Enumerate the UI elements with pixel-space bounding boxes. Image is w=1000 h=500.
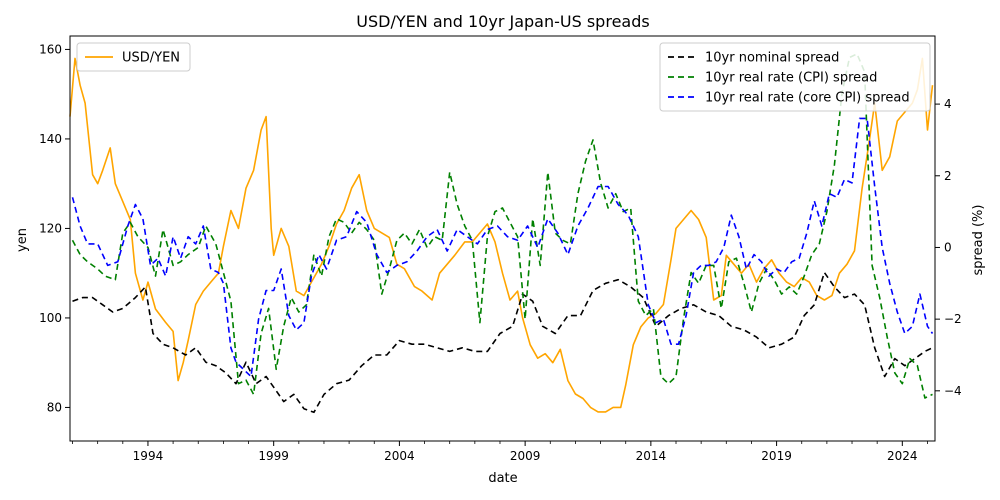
legend-right: 10yr nominal spread 10yr real rate (CPI) …	[659, 42, 931, 112]
y-right-tick-label-2: 0	[944, 240, 952, 254]
y-right-tick-label-4: 4	[944, 97, 952, 111]
x-tick-label-4: 2014	[636, 449, 667, 463]
plot-frame	[69, 35, 936, 442]
series-line-usd-yen	[69, 57, 934, 413]
series-line-real-core-cpi-spread	[71, 117, 934, 378]
y-right-tick-label-0: −4	[944, 384, 962, 398]
x-tick-label-1: 1999	[258, 449, 289, 463]
y-left-tick-label-3: 140	[39, 132, 62, 146]
legend-left-box	[76, 42, 191, 72]
y-right-tick-label-3: 2	[944, 169, 952, 183]
legend-left-label-usd-yen: USD/YEN	[122, 51, 180, 66]
y-left-tick-label-0: 80	[47, 400, 62, 414]
y-right-tick-label-1: −2	[944, 312, 962, 326]
y-left-tick-label-1: 100	[39, 311, 62, 325]
x-tick-label-6: 2024	[887, 449, 918, 463]
series-line-nominal-spread	[72, 271, 933, 414]
x-tick-label-3: 2009	[510, 449, 541, 463]
legend-right-box	[659, 42, 931, 112]
axes-layer: 1994 1999 2004 2009 2014 2019 2024 80 100 120 140 1…	[39, 42, 962, 463]
chart-title: USD/YEN and 10yr Japan-US spreads	[356, 12, 649, 31]
y-axis-left-label: yen	[15, 228, 30, 252]
x-axis-label: date	[488, 471, 517, 486]
y-left-tick-label-4: 160	[39, 42, 62, 56]
legend-right-label-real-core-cpi-spread: 10yr real rate (core CPI) spread	[705, 91, 910, 106]
legend-right-label-real-cpi-spread: 10yr real rate (CPI) spread	[705, 71, 877, 86]
legend-right-label-nominal-spread: 10yr nominal spread	[705, 51, 839, 66]
x-tick-label-0: 1994	[133, 449, 164, 463]
legend-left: USD/YEN	[76, 42, 191, 72]
series-layer	[69, 53, 934, 414]
x-tick-label-5: 2019	[761, 449, 792, 463]
y-left-tick-label-2: 120	[39, 221, 62, 235]
y-axis-right-label: spread (%)	[971, 205, 986, 276]
x-tick-label-2: 2004	[384, 449, 415, 463]
